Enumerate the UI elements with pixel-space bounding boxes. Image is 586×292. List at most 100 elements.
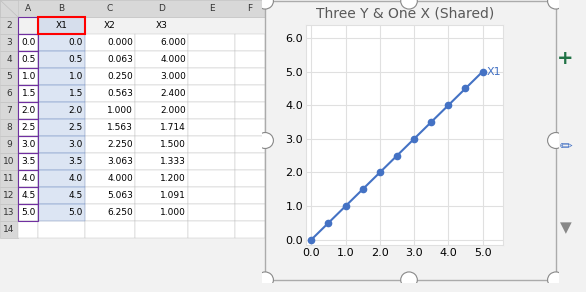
Bar: [188, 204, 235, 221]
Bar: [235, 153, 265, 170]
Text: 9: 9: [6, 140, 12, 149]
Bar: [38, 34, 85, 51]
Bar: [188, 187, 235, 204]
Text: 2.0: 2.0: [69, 106, 83, 115]
Text: B: B: [59, 4, 64, 13]
Bar: [235, 170, 265, 187]
Text: 1.200: 1.200: [160, 174, 186, 183]
Title: Three Y & One X (Shared): Three Y & One X (Shared): [315, 7, 494, 20]
Bar: [18, 102, 38, 119]
Bar: [18, 136, 38, 153]
Bar: [188, 119, 235, 136]
Text: 1.333: 1.333: [160, 157, 186, 166]
Circle shape: [547, 272, 564, 288]
Text: 2.0: 2.0: [22, 106, 36, 115]
Bar: [38, 68, 85, 85]
Bar: [188, 136, 235, 153]
Text: D: D: [158, 4, 165, 13]
Bar: [18, 221, 38, 238]
Text: ▼: ▼: [560, 220, 571, 235]
Bar: [18, 119, 38, 136]
Text: 4.5: 4.5: [22, 191, 36, 200]
Text: 0.0: 0.0: [22, 38, 36, 47]
Text: 11: 11: [4, 174, 15, 183]
Bar: [188, 170, 235, 187]
Text: 3.0: 3.0: [69, 140, 83, 149]
Text: 2.5: 2.5: [22, 123, 36, 132]
Bar: [38, 136, 85, 153]
Text: 6: 6: [6, 89, 12, 98]
Bar: [38, 17, 85, 34]
Text: 4.000: 4.000: [160, 55, 186, 64]
Text: 4.000: 4.000: [107, 174, 133, 183]
Bar: [18, 170, 38, 187]
Bar: [38, 102, 85, 119]
Bar: [38, 68, 85, 85]
Bar: [38, 153, 85, 170]
Text: C: C: [107, 4, 113, 13]
Text: 10: 10: [4, 157, 15, 166]
Text: 2.5: 2.5: [69, 123, 83, 132]
Text: 1.5: 1.5: [22, 89, 36, 98]
Bar: [38, 17, 85, 34]
Text: X1: X1: [487, 67, 502, 77]
Text: 0.063: 0.063: [107, 55, 133, 64]
Circle shape: [257, 272, 274, 288]
Text: 3: 3: [6, 38, 12, 47]
Bar: [188, 85, 235, 102]
Bar: [135, 85, 188, 102]
Bar: [85, 204, 135, 221]
Text: 6.000: 6.000: [160, 38, 186, 47]
Bar: [18, 51, 38, 68]
Bar: [0, 221, 18, 238]
Bar: [0, 136, 18, 153]
Circle shape: [401, 0, 417, 9]
Bar: [38, 85, 85, 102]
Bar: [85, 153, 135, 170]
Bar: [85, 136, 135, 153]
Bar: [38, 187, 85, 204]
Text: 3.5: 3.5: [69, 157, 83, 166]
Bar: [85, 34, 135, 51]
Bar: [135, 51, 188, 68]
Bar: [38, 119, 85, 136]
Bar: [0, 204, 18, 221]
Bar: [18, 68, 38, 85]
Text: 0.563: 0.563: [107, 89, 133, 98]
Text: 0.5: 0.5: [22, 55, 36, 64]
Bar: [85, 187, 135, 204]
Bar: [135, 153, 188, 170]
Bar: [38, 153, 85, 170]
Text: 4.0: 4.0: [69, 174, 83, 183]
Bar: [18, 187, 38, 204]
Text: 2: 2: [6, 21, 12, 30]
Text: X2: X2: [104, 21, 116, 30]
Text: 12: 12: [4, 191, 15, 200]
Bar: [0, 187, 18, 204]
Bar: [85, 85, 135, 102]
Text: 3.000: 3.000: [160, 72, 186, 81]
Bar: [85, 119, 135, 136]
Text: 1.5: 1.5: [69, 89, 83, 98]
Bar: [18, 17, 38, 34]
Text: F: F: [247, 4, 253, 13]
Bar: [135, 187, 188, 204]
Bar: [18, 102, 38, 119]
Text: +: +: [557, 49, 574, 68]
Bar: [18, 136, 38, 153]
Bar: [0, 153, 18, 170]
Text: 3.0: 3.0: [22, 140, 36, 149]
Bar: [0, 17, 18, 34]
Bar: [38, 102, 85, 119]
Text: 5.0: 5.0: [22, 208, 36, 217]
Bar: [38, 34, 85, 51]
Text: 1.000: 1.000: [107, 106, 133, 115]
Bar: [0, 0, 265, 17]
Bar: [38, 136, 85, 153]
Text: 2.400: 2.400: [161, 89, 186, 98]
Bar: [38, 204, 85, 221]
Text: 7: 7: [6, 106, 12, 115]
Circle shape: [401, 272, 417, 288]
Bar: [188, 153, 235, 170]
Text: 1.500: 1.500: [160, 140, 186, 149]
